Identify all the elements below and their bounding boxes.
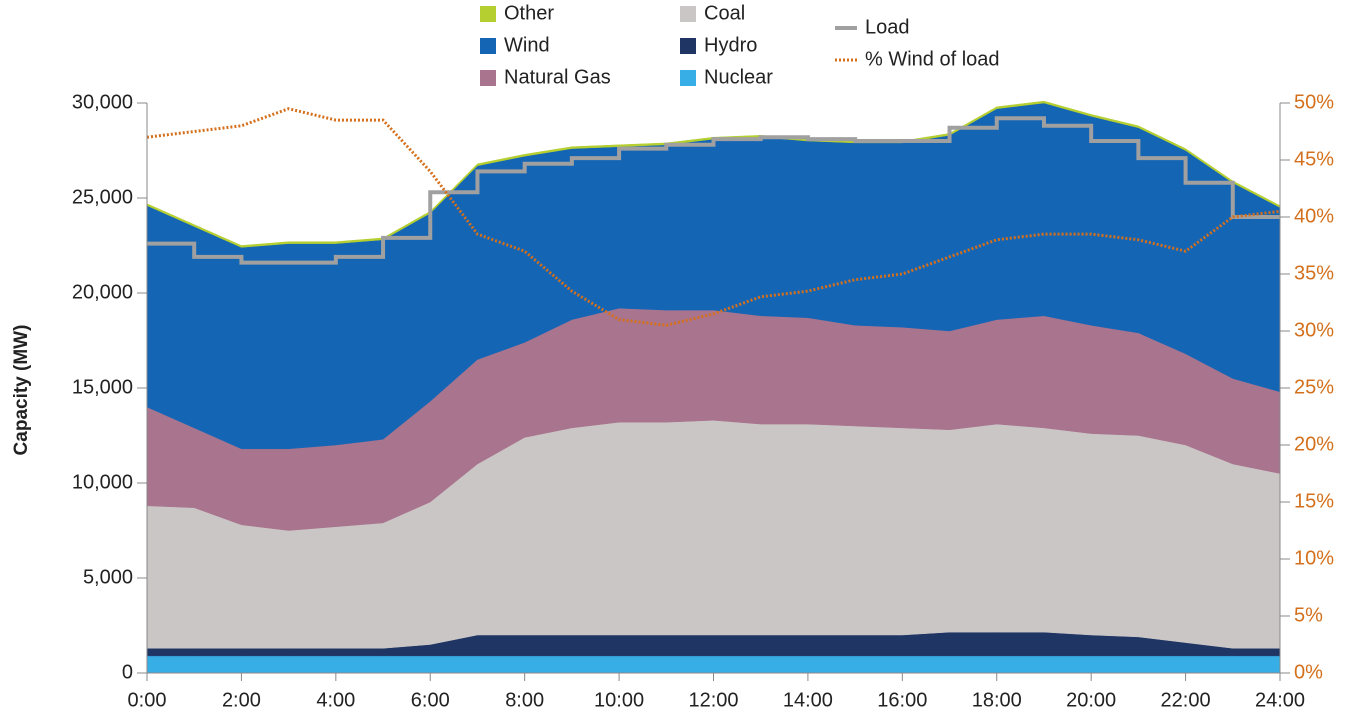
legend-label: % Wind of load <box>865 48 1000 70</box>
x-tick-label: 24:00 <box>1255 689 1305 711</box>
y-tick-label: 10,000 <box>72 471 133 493</box>
y2-tick-label: 15% <box>1294 490 1334 512</box>
y-tick-label: 20,000 <box>72 281 133 303</box>
legend-label: Coal <box>704 2 745 24</box>
line-1 <box>146 107 1281 327</box>
x-tick-label: 20:00 <box>1066 689 1116 711</box>
x-tick-label: 0:00 <box>128 689 167 711</box>
x-tick-label: 16:00 <box>877 689 927 711</box>
y-tick-label: 15,000 <box>72 376 133 398</box>
y-tick-label: 25,000 <box>72 186 133 208</box>
legend-swatch <box>680 38 696 54</box>
legend-swatch <box>480 6 496 22</box>
legend-label: Natural Gas <box>504 66 611 88</box>
y2-tick-label: 0% <box>1294 661 1323 683</box>
y2-tick-label: 5% <box>1294 604 1323 626</box>
x-tick-label: 12:00 <box>688 689 738 711</box>
legend-label: Other <box>504 2 554 24</box>
x-tick-label: 22:00 <box>1161 689 1211 711</box>
x-tick-label: 6:00 <box>411 689 450 711</box>
y2-tick-label: 20% <box>1294 433 1334 455</box>
y2-tick-label: 45% <box>1294 148 1334 170</box>
x-tick-label: 4:00 <box>316 689 355 711</box>
area-0 <box>146 655 1281 674</box>
legend-label: Nuclear <box>704 66 773 88</box>
legend-swatch <box>480 38 496 54</box>
x-tick-label: 10:00 <box>594 689 644 711</box>
x-tick-label: 2:00 <box>222 689 261 711</box>
y2-tick-label: 30% <box>1294 319 1334 341</box>
legend-swatch <box>480 70 496 86</box>
legend-label: Wind <box>504 34 550 56</box>
y2-tick-label: 25% <box>1294 376 1334 398</box>
y2-tick-label: 35% <box>1294 262 1334 284</box>
y2-tick-label: 40% <box>1294 205 1334 227</box>
y2-tick-label: 50% <box>1294 91 1334 113</box>
x-tick-label: 8:00 <box>505 689 544 711</box>
y-axis-label: Capacity (MW) <box>11 325 32 456</box>
x-tick-label: 14:00 <box>783 689 833 711</box>
legend-label: Load <box>865 16 910 38</box>
y-tick-label: 30,000 <box>72 91 133 113</box>
line-0 <box>147 116 1280 265</box>
legend-label: Hydro <box>704 34 757 56</box>
y-tick-label: 5,000 <box>83 566 133 588</box>
legend-swatch <box>680 6 696 22</box>
legend-swatch <box>680 70 696 86</box>
x-tick-label: 18:00 <box>972 689 1022 711</box>
y2-tick-label: 10% <box>1294 547 1334 569</box>
y-tick-label: 0 <box>122 661 133 683</box>
